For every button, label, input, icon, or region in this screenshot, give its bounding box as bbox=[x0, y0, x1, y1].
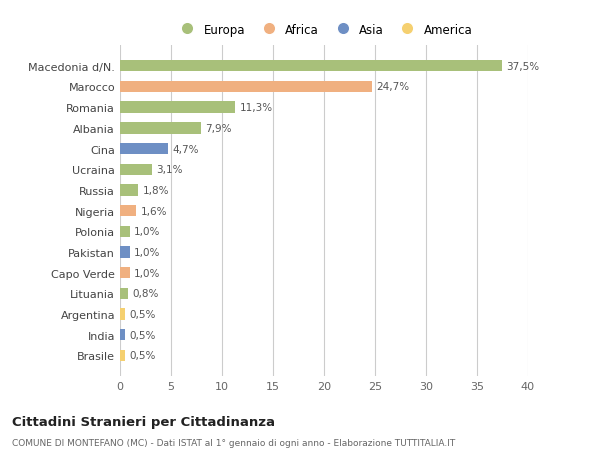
Bar bbox=[120, 350, 125, 361]
Text: 3,1%: 3,1% bbox=[156, 165, 182, 175]
Bar bbox=[120, 330, 125, 341]
Bar bbox=[120, 123, 200, 134]
Text: 1,0%: 1,0% bbox=[134, 227, 161, 237]
Text: 1,6%: 1,6% bbox=[140, 206, 167, 216]
Bar bbox=[120, 185, 139, 196]
Text: 0,5%: 0,5% bbox=[129, 330, 155, 340]
Text: 37,5%: 37,5% bbox=[506, 62, 540, 72]
Text: Cittadini Stranieri per Cittadinanza: Cittadini Stranieri per Cittadinanza bbox=[12, 415, 275, 428]
Text: 1,8%: 1,8% bbox=[142, 185, 169, 196]
Bar bbox=[120, 206, 136, 217]
Bar bbox=[120, 247, 130, 258]
Legend: Europa, Africa, Asia, America: Europa, Africa, Asia, America bbox=[170, 19, 478, 41]
Text: COMUNE DI MONTEFANO (MC) - Dati ISTAT al 1° gennaio di ogni anno - Elaborazione : COMUNE DI MONTEFANO (MC) - Dati ISTAT al… bbox=[12, 438, 455, 448]
Text: 1,0%: 1,0% bbox=[134, 268, 161, 278]
Bar bbox=[120, 226, 130, 237]
Bar bbox=[120, 102, 235, 113]
Bar bbox=[120, 82, 372, 93]
Bar bbox=[120, 164, 152, 175]
Text: 0,8%: 0,8% bbox=[132, 289, 158, 299]
Text: 1,0%: 1,0% bbox=[134, 247, 161, 257]
Text: 24,7%: 24,7% bbox=[376, 82, 409, 92]
Bar bbox=[120, 144, 168, 155]
Text: 4,7%: 4,7% bbox=[172, 144, 199, 154]
Text: 0,5%: 0,5% bbox=[129, 351, 155, 361]
Bar bbox=[120, 288, 128, 299]
Bar bbox=[120, 268, 130, 279]
Bar bbox=[120, 61, 502, 72]
Text: 0,5%: 0,5% bbox=[129, 309, 155, 319]
Text: 7,9%: 7,9% bbox=[205, 123, 231, 134]
Text: 11,3%: 11,3% bbox=[239, 103, 272, 113]
Bar bbox=[120, 309, 125, 320]
